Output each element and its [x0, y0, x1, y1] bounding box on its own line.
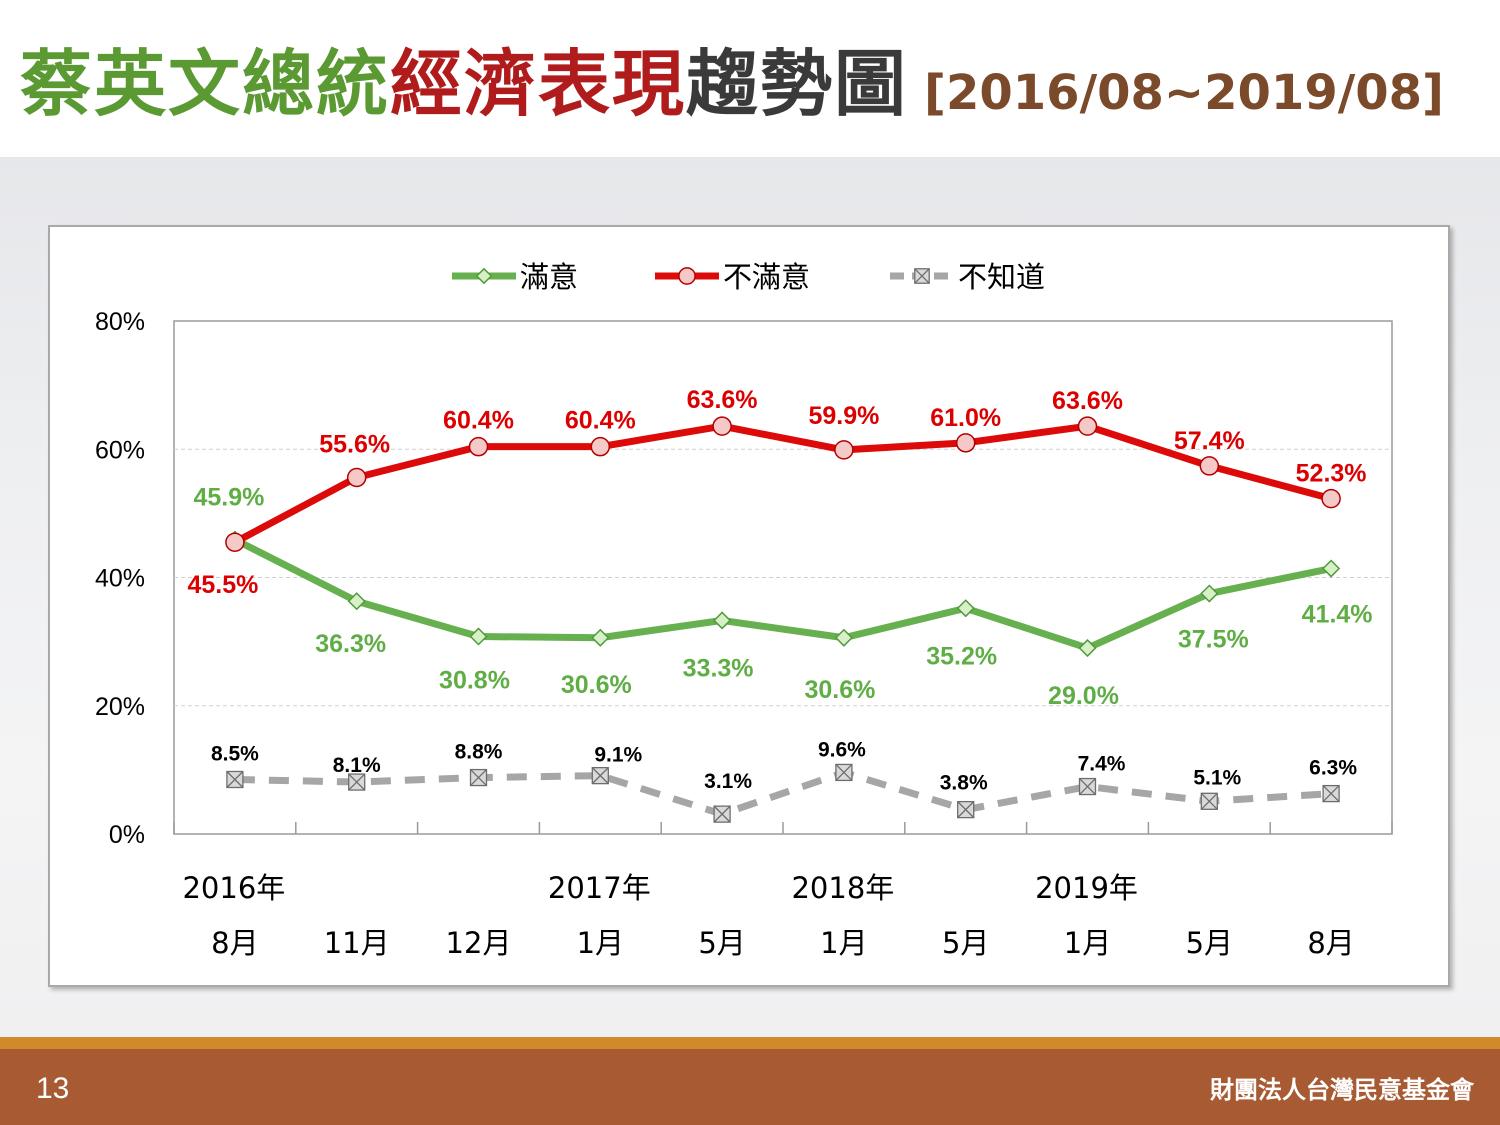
legend-label: 不滿意 — [723, 260, 810, 294]
data-point-marker — [225, 532, 245, 552]
y-tick-label: 20% — [95, 693, 145, 721]
data-label: 33.3% — [683, 654, 754, 682]
data-label: 29.0% — [1048, 682, 1119, 710]
data-label: 9.1% — [594, 744, 642, 767]
x-month-label: 1月 — [820, 926, 867, 960]
data-point-marker — [347, 592, 366, 611]
slide-title: 蔡英文總統經濟表現趨勢圖 [2016/08~2019/08] — [20, 48, 1444, 120]
data-label: 61.0% — [930, 404, 1001, 432]
data-point-marker — [1077, 416, 1098, 436]
data-point-marker — [713, 611, 732, 630]
x-month-label: 12月 — [446, 926, 512, 960]
legend-marker-cross — [914, 268, 930, 284]
x-month-label: 8月 — [1307, 926, 1354, 960]
legend-marker — [475, 267, 493, 285]
data-point-marker — [1322, 559, 1341, 578]
data-point-marker — [590, 436, 611, 457]
data-label: 52.3% — [1296, 460, 1367, 488]
data-point-marker-cross — [348, 773, 366, 791]
data-label: 3.8% — [940, 772, 988, 795]
footer-bar — [0, 1049, 1500, 1125]
data-point-marker-cross — [1079, 778, 1096, 796]
y-tick-label: 80% — [95, 308, 145, 336]
data-point-marker — [468, 436, 489, 457]
data-label: 55.6% — [319, 430, 390, 458]
data-label: 7.4% — [1078, 753, 1126, 776]
data-point-marker — [346, 467, 367, 488]
title-part-economy: 經濟表現 — [390, 42, 687, 126]
data-point-marker-cross — [591, 767, 609, 785]
data-label: 41.4% — [1302, 601, 1373, 629]
data-label: 8.8% — [455, 741, 503, 764]
data-point-marker — [834, 440, 854, 460]
data-label: 57.4% — [1174, 427, 1245, 455]
x-month-label: 5月 — [942, 926, 989, 960]
organization-name: 財團法人台灣民意基金會 — [1210, 1076, 1474, 1104]
x-year-label: 2016年 — [182, 871, 285, 905]
x-month-label: 8月 — [211, 926, 258, 960]
title-date-range: [2016/08~2019/08] — [924, 65, 1444, 121]
data-label: 8.5% — [211, 742, 259, 765]
data-label: 30.6% — [561, 671, 632, 699]
data-label: 35.2% — [926, 642, 997, 670]
page-number: 13 — [36, 1072, 70, 1105]
data-point-marker-cross — [470, 769, 487, 787]
data-label: 63.6% — [687, 386, 758, 414]
data-label: 30.8% — [439, 666, 510, 694]
data-label: 36.3% — [315, 630, 386, 658]
x-year-label: 2018年 — [791, 871, 894, 905]
data-point-marker-cross — [957, 801, 975, 819]
series-line-1 — [231, 422, 1335, 546]
y-tick-label: 0% — [109, 821, 145, 849]
data-label: 60.4% — [443, 407, 514, 435]
x-month-label: 5月 — [1186, 926, 1233, 960]
x-year-label: 2017年 — [548, 871, 651, 905]
trend-line-chart: 0% 20% 40% 60% 80% 2016年 2017年 2018年 2019年 8月 11月 1… — [95, 260, 1393, 960]
data-point-marker — [469, 627, 488, 646]
data-label: 9.6% — [818, 738, 866, 761]
x-year-label: 2019年 — [1035, 871, 1138, 905]
data-label: 37.5% — [1178, 626, 1249, 654]
data-point-marker-cross — [1322, 785, 1340, 803]
data-point-marker — [591, 628, 610, 647]
x-month-label: 11月 — [324, 926, 390, 960]
data-label: 6.3% — [1309, 757, 1357, 780]
y-tick-label: 60% — [95, 436, 145, 464]
x-month-label: 1月 — [1064, 926, 1111, 960]
y-tick-label: 40% — [95, 565, 145, 593]
data-point-marker — [1078, 638, 1097, 658]
data-label: 30.6% — [804, 676, 875, 704]
series-line-0 — [231, 536, 1335, 652]
data-label: 60.4% — [565, 407, 636, 435]
data-point-marker-cross — [713, 805, 731, 823]
legend-label: 滿意 — [520, 260, 578, 294]
data-label: 3.1% — [704, 770, 752, 793]
title-part-trend: 趨勢圖 — [686, 42, 909, 126]
data-point-marker — [834, 628, 853, 647]
data-point-marker-cross — [226, 771, 244, 788]
data-point-marker — [1321, 488, 1341, 509]
data-point-marker — [956, 599, 975, 618]
data-point-marker — [1199, 456, 1220, 476]
data-label: 45.5% — [187, 571, 258, 599]
data-label: 63.6% — [1052, 387, 1123, 415]
data-point-marker — [1200, 584, 1219, 603]
legend-label: 不知道 — [958, 260, 1045, 294]
data-point-marker-cross — [835, 763, 853, 781]
x-month-label: 5月 — [698, 926, 745, 960]
title-part-president: 蔡英文總統 — [20, 42, 391, 126]
data-label: 5.1% — [1193, 766, 1241, 789]
title-bar — [0, 0, 1500, 157]
data-label: 45.9% — [193, 484, 264, 512]
data-point-marker-cross — [1200, 792, 1218, 810]
x-month-label: 1月 — [577, 926, 624, 960]
data-point-marker — [955, 433, 976, 453]
data-label: 8.1% — [333, 754, 381, 777]
data-point-marker — [712, 416, 732, 436]
legend-marker — [678, 267, 696, 285]
series-line-2 — [234, 768, 1332, 818]
data-label: 59.9% — [808, 402, 879, 430]
footer-stripe — [0, 1037, 1500, 1049]
